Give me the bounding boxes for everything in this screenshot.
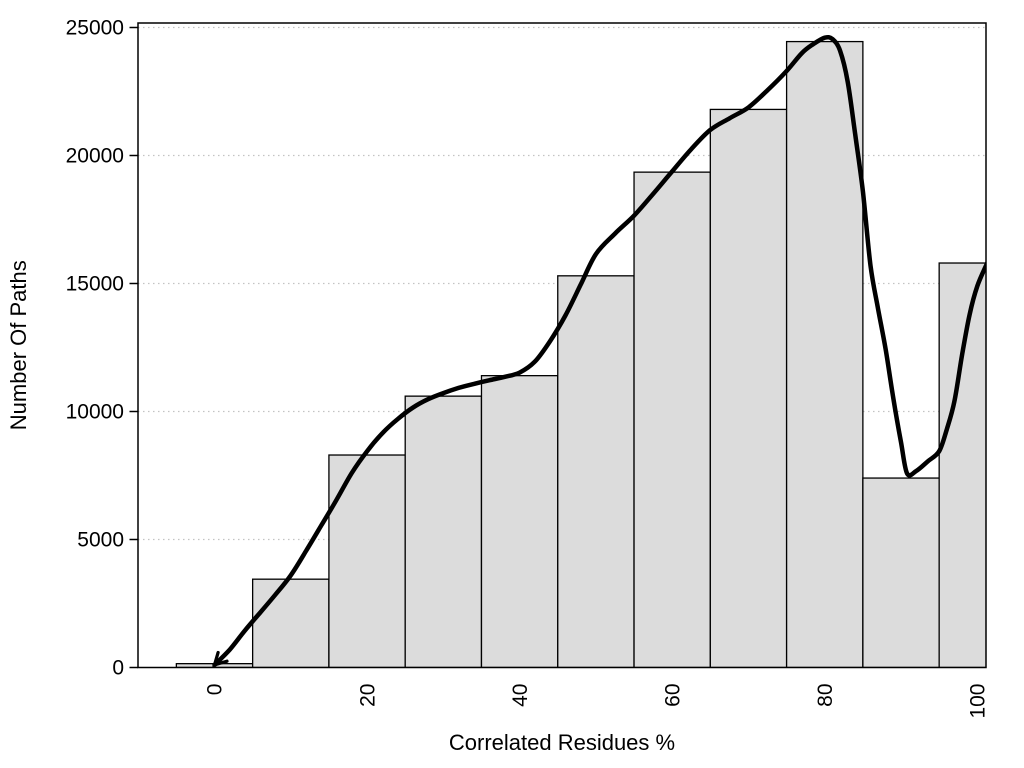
curve-arrowhead-icon	[212, 650, 229, 668]
y-tick-label: 0	[112, 657, 124, 680]
histogram-bar	[480, 375, 559, 668]
histogram-bar	[633, 171, 711, 668]
y-tick-label: 5000	[77, 529, 124, 552]
histogram-bar	[251, 578, 330, 668]
plot-area	[138, 26, 986, 668]
x-tick-label: 20	[356, 684, 379, 707]
histogram-bar	[938, 262, 986, 668]
histogram-bar	[862, 477, 940, 668]
x-axis-title: Correlated Residues %	[449, 730, 675, 755]
x-tick-label: 100	[967, 684, 990, 719]
x-tick-label: 80	[814, 684, 837, 707]
histogram-bar	[404, 395, 483, 668]
y-tick-label: 25000	[66, 17, 124, 40]
histogram-bar	[557, 275, 635, 668]
histogram-bar	[785, 40, 864, 668]
x-tick-label: 60	[661, 684, 684, 707]
density-curve	[212, 34, 986, 668]
histogram-bar	[328, 454, 406, 668]
histogram-bar	[709, 108, 788, 668]
plot-border	[137, 22, 987, 669]
y-tick-label: 15000	[66, 273, 124, 296]
x-tick-label: 40	[509, 684, 532, 707]
x-tick-label: 0	[204, 684, 227, 696]
y-tick-label: 20000	[66, 145, 124, 168]
y-tick-label: 10000	[66, 401, 124, 424]
y-axis-title: Number Of Paths	[6, 260, 31, 430]
